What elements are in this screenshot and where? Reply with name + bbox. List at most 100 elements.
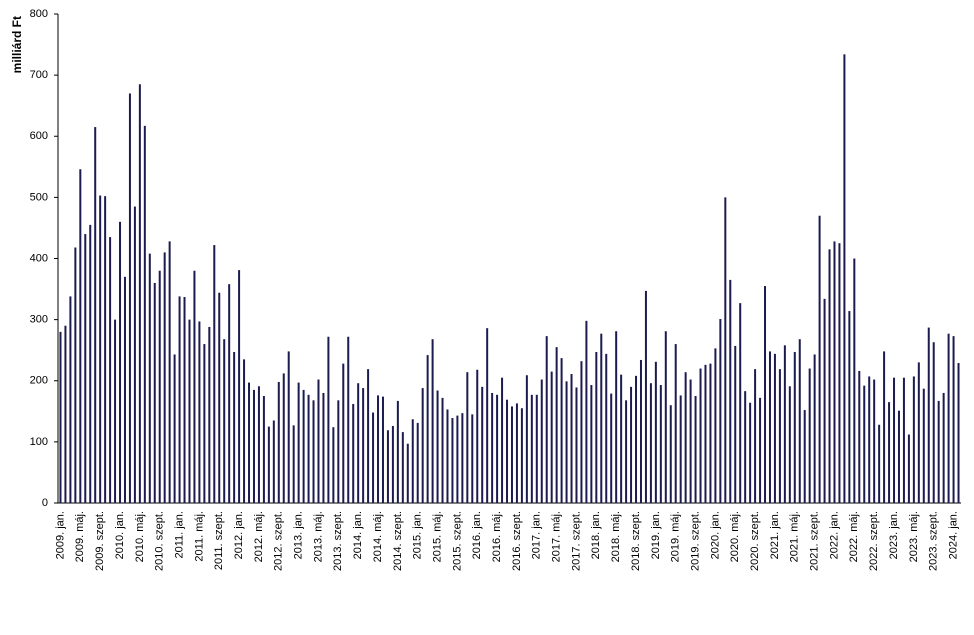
bar: [515, 403, 518, 503]
bar: [803, 410, 806, 503]
bar: [64, 325, 67, 503]
bar: [654, 361, 657, 503]
x-tick-label: 2013. máj.: [312, 511, 324, 562]
x-tick-label: 2022. máj.: [848, 511, 860, 562]
bar: [838, 243, 841, 503]
bar: [99, 195, 102, 503]
x-tick-label: 2023. szept.: [928, 511, 940, 571]
bar: [248, 382, 251, 503]
bar: [778, 369, 781, 503]
bar: [367, 369, 370, 503]
bar: [352, 403, 355, 503]
bar: [307, 394, 310, 503]
bar: [153, 282, 156, 503]
bar: [203, 344, 206, 503]
bar: [714, 348, 717, 503]
bar: [466, 372, 469, 503]
bar: [868, 376, 871, 503]
bar: [942, 392, 945, 503]
bar: [163, 252, 166, 503]
x-tick-label: 2018. máj.: [610, 511, 622, 562]
bar: [729, 279, 732, 503]
x-tick-label: 2010. jan.: [114, 511, 126, 559]
x-tick-label: 2011. szept.: [213, 511, 225, 570]
bar: [506, 399, 509, 503]
bar: [744, 391, 747, 503]
bar: [332, 427, 335, 503]
bar: [957, 363, 960, 503]
bar: [595, 352, 598, 503]
bar: [262, 396, 265, 503]
bar: [823, 298, 826, 503]
bar: [391, 425, 394, 503]
x-tick-label: 2017. máj.: [551, 511, 563, 562]
bar: [183, 297, 186, 503]
bar: [590, 385, 593, 503]
bar: [843, 54, 846, 503]
bar: [198, 321, 201, 503]
bar: [878, 424, 881, 503]
bar: [555, 347, 558, 503]
bar: [922, 388, 925, 503]
bar: [535, 394, 538, 503]
x-tick-label: 2015. máj.: [431, 511, 443, 562]
bar: [267, 426, 270, 503]
x-tick-label: 2017. szept.: [570, 511, 582, 571]
x-tick-label: 2018. szept.: [630, 511, 642, 571]
x-tick-label: 2023. máj.: [908, 511, 920, 562]
bar: [833, 241, 836, 503]
bar: [669, 405, 672, 503]
bar: [292, 425, 295, 503]
bar: [863, 385, 866, 503]
x-tick-label: 2015. jan.: [412, 511, 424, 559]
bar: [431, 339, 434, 503]
bar: [754, 369, 757, 503]
bar: [421, 388, 424, 503]
bar: [178, 296, 181, 503]
bar: [491, 392, 494, 503]
bar: [208, 326, 211, 503]
x-tick-label: 2015. szept.: [451, 511, 463, 571]
bar: [193, 270, 196, 503]
bar: [873, 379, 876, 503]
bar: [233, 352, 236, 503]
x-tick-label: 2019. máj.: [670, 511, 682, 562]
x-tick-label: 2021. jan.: [769, 511, 781, 559]
bar: [749, 402, 752, 503]
bar: [347, 336, 350, 503]
bar: [436, 390, 439, 503]
x-tick-label: 2017. jan.: [531, 511, 543, 559]
x-tick-label: 2011. máj.: [193, 511, 205, 562]
bar: [773, 353, 776, 503]
bar: [897, 410, 900, 503]
bar: [937, 400, 940, 503]
bar: [357, 383, 360, 503]
x-tick-label: 2016. szept.: [511, 511, 523, 571]
bar: [69, 296, 72, 503]
bar: [133, 206, 136, 503]
bar: [917, 362, 920, 503]
bar: [84, 234, 87, 504]
bar: [486, 328, 489, 503]
bar: [689, 379, 692, 503]
bar: [109, 237, 112, 503]
x-tick-label: 2013. szept.: [332, 511, 344, 571]
bar: [699, 368, 702, 503]
bar: [297, 382, 300, 503]
bar: [709, 363, 712, 503]
bar: [694, 396, 697, 503]
bar: [94, 127, 97, 504]
x-tick-label: 2016. máj.: [491, 511, 503, 562]
x-tick-label: 2024. jan.: [947, 511, 959, 559]
bar: [461, 413, 464, 503]
x-tick-label: 2013. jan.: [293, 511, 305, 559]
bar: [451, 418, 454, 503]
bar: [456, 415, 459, 503]
x-tick-label: 2012. szept.: [273, 511, 285, 571]
bar: [114, 319, 117, 503]
bar: [282, 373, 285, 503]
x-tick-label: 2014. szept.: [392, 511, 404, 571]
bar: [719, 319, 722, 503]
y-tick-label: 0: [42, 497, 48, 509]
bar: [501, 377, 504, 503]
